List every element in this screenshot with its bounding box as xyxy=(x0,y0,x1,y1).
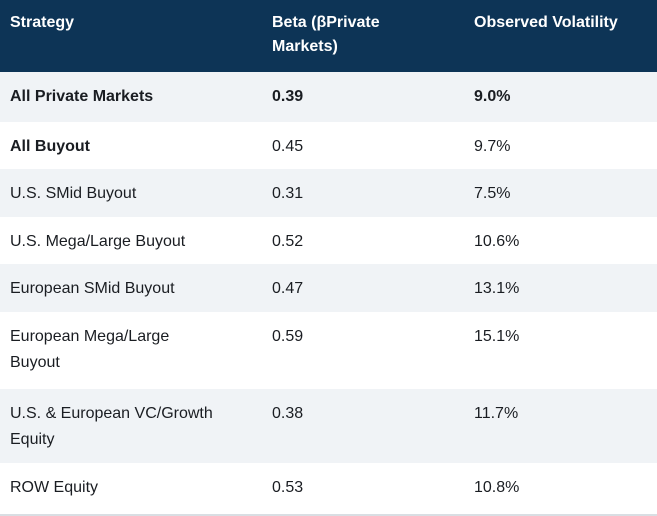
observed-volatility-value: 9.0% xyxy=(474,88,511,105)
strategy-cell: European SMid Buyout xyxy=(10,276,272,302)
strategy-cell: All Buyout xyxy=(10,134,272,160)
strategy-cell: All Private Markets xyxy=(10,84,272,110)
table-row: All Buyout 0.45 9.7% xyxy=(0,122,657,169)
table-row: European SMid Buyout 0.47 13.1% xyxy=(0,264,657,312)
strategy-label: All Buyout xyxy=(10,138,90,155)
column-header-observed-volatility: Observed Volatility xyxy=(474,11,657,59)
beta-value: 0.31 xyxy=(272,185,304,202)
table-row: European Mega/Large Buyout 0.59 15.1% xyxy=(0,312,657,389)
strategy-label: U.S. & European VC/Growth Equity xyxy=(10,405,213,448)
table-row: U.S. SMid Buyout 0.31 7.5% xyxy=(0,169,657,217)
beta-value: 0.52 xyxy=(272,233,304,250)
beta-value: 0.59 xyxy=(272,328,304,345)
beta-value: 0.39 xyxy=(272,88,304,105)
column-header-strategy: Strategy xyxy=(10,11,272,59)
column-header-strategy-label: Strategy xyxy=(10,14,75,31)
column-header-beta: Beta (βPrivate Markets) xyxy=(272,11,474,59)
beta-value: 0.47 xyxy=(272,280,304,297)
table-row: U.S. & European VC/Growth Equity 0.38 11… xyxy=(0,389,657,463)
table-body: All Private Markets 0.39 9.0% All Buyout… xyxy=(0,72,657,514)
beta-value: 0.45 xyxy=(272,138,304,155)
strategy-cell: ROW Equity xyxy=(10,475,272,501)
strategy-cell: U.S. & European VC/Growth Equity xyxy=(10,401,272,453)
column-header-observed-volatility-label: Observed Volatility xyxy=(474,14,618,31)
strategy-label: U.S. SMid Buyout xyxy=(10,185,137,202)
strategy-label: European SMid Buyout xyxy=(10,280,175,297)
table-row: ROW Equity 0.53 10.8% xyxy=(0,463,657,514)
strategy-label: ROW Equity xyxy=(10,479,99,496)
table-header-row: Strategy Beta (βPrivate Markets) Observe… xyxy=(0,0,657,72)
beta-value: 0.53 xyxy=(272,479,304,496)
observed-volatility-value: 11.7% xyxy=(474,405,519,422)
observed-volatility-value: 10.8% xyxy=(474,479,520,496)
column-header-beta-label: Beta (βPrivate Markets) xyxy=(272,14,380,55)
table-row: All Private Markets 0.39 9.0% xyxy=(0,72,657,122)
strategy-cell: U.S. Mega/Large Buyout xyxy=(10,229,272,255)
strategy-cell: U.S. SMid Buyout xyxy=(10,181,272,207)
observed-volatility-value: 10.6% xyxy=(474,233,520,250)
strategy-label: All Private Markets xyxy=(10,88,154,105)
beta-value: 0.38 xyxy=(272,405,304,422)
observed-volatility-value: 13.1% xyxy=(474,280,520,297)
observed-volatility-value: 7.5% xyxy=(474,185,511,202)
observed-volatility-value: 15.1% xyxy=(474,328,520,345)
strategy-label: U.S. Mega/Large Buyout xyxy=(10,233,186,250)
strategy-label: European Mega/Large Buyout xyxy=(10,328,170,371)
table-row: U.S. Mega/Large Buyout 0.52 10.6% xyxy=(0,217,657,264)
strategy-cell: European Mega/Large Buyout xyxy=(10,324,272,376)
observed-volatility-value: 9.7% xyxy=(474,138,511,155)
